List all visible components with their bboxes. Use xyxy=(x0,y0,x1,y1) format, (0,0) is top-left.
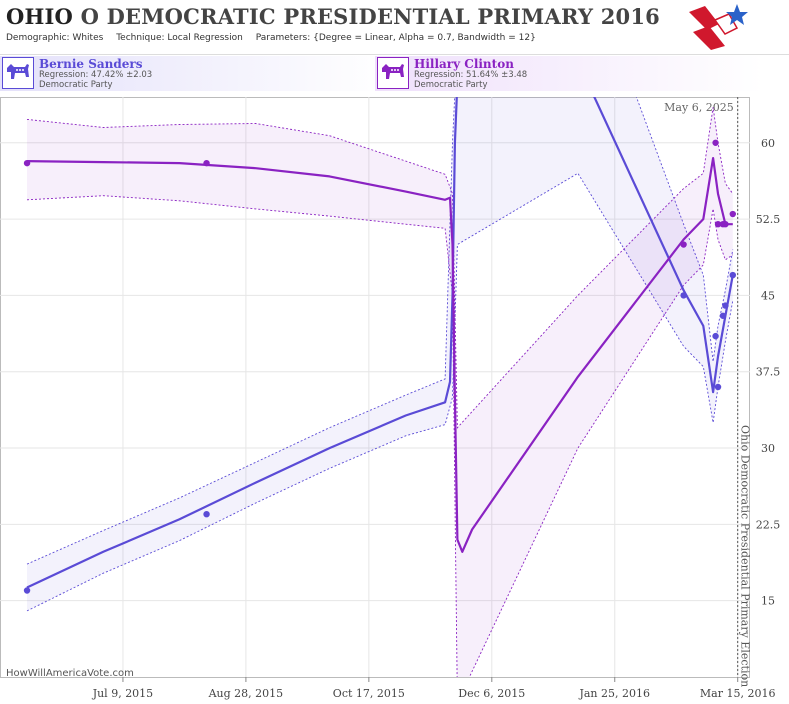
x-tick-label: Jul 9, 2015 xyxy=(92,687,154,700)
y-tick-label: 52.5 xyxy=(756,213,781,226)
y-axis: 15 22.5 30 37.5 45 52.5 60 xyxy=(756,137,781,608)
y-tick-label: 37.5 xyxy=(756,366,781,379)
x-tick-label: Aug 28, 2015 xyxy=(208,687,284,700)
poll-point-clinton xyxy=(729,210,736,218)
header-divider xyxy=(0,54,789,55)
plot-frame xyxy=(0,97,750,678)
poll-point-sanders xyxy=(203,510,210,518)
grid-lines xyxy=(0,97,750,677)
site-logo-icon xyxy=(689,4,748,50)
parameters-value: {Degree = Linear, Alpha = 0.7, Bandwidth… xyxy=(313,33,536,43)
candidate-regression: Regression: 47.42% ±2.03 xyxy=(39,70,153,80)
y-tick-label: 60 xyxy=(761,137,775,150)
x-axis: Jul 9, 2015 Aug 28, 2015 Oct 17, 2015 Dec 6… xyxy=(92,677,776,700)
y-tick-label: 22.5 xyxy=(756,518,781,531)
technique-value: Local Regression xyxy=(167,33,243,43)
title-text: O DEMOCRATIC PRESIDENTIAL PRIMARY 2016 xyxy=(80,4,660,29)
y-tick-label: 15 xyxy=(761,595,775,608)
x-tick-label: Oct 17, 2015 xyxy=(333,687,405,700)
x-tick-label: Jan 25, 2016 xyxy=(578,687,650,700)
poll-point-clinton xyxy=(203,159,210,167)
parameters-label: Parameters: xyxy=(255,33,311,43)
x-tick-label: Mar 15, 2016 xyxy=(700,687,776,700)
fit-line-clinton xyxy=(26,156,733,553)
poll-point-sanders xyxy=(714,383,722,391)
site-credit: HowWillAmericaVote.com xyxy=(6,668,134,679)
poll-point-clinton xyxy=(722,220,729,228)
x-tick-label: Dec 6, 2015 xyxy=(458,687,525,700)
fit-line-sanders xyxy=(26,97,734,589)
regression-chart: May 6, 2025 Ohio Democratic Presidential… xyxy=(0,97,781,700)
poll-point-sanders xyxy=(712,332,719,340)
y-tick-label: 45 xyxy=(761,289,775,302)
today-annotation: May 6, 2025 xyxy=(664,101,734,114)
poll-point-sanders xyxy=(719,312,727,319)
state-name: OHIO xyxy=(6,4,74,29)
data-points xyxy=(23,139,736,594)
candidate-card-clinton: Hillary Clinton Regression: 51.64% ±3.48… xyxy=(375,56,763,91)
confidence-bands xyxy=(26,97,734,677)
confidence-band-clinton xyxy=(27,107,733,677)
fit-lines xyxy=(26,97,734,589)
donkey-icon xyxy=(2,57,34,89)
poll-point-clinton xyxy=(680,241,687,248)
poll-point-clinton xyxy=(23,159,31,167)
upper-bound-sanders xyxy=(26,97,734,565)
demographic-value: Whites xyxy=(72,33,104,43)
poll-point-clinton xyxy=(712,139,719,146)
candidate-party: Democratic Party xyxy=(414,80,488,90)
poll-point-sanders xyxy=(729,271,736,279)
candidate-name: Bernie Sanders xyxy=(39,57,143,71)
parameters-line: Demographic: Whites Technique: Local Reg… xyxy=(6,33,536,43)
candidate-name: Hillary Clinton xyxy=(414,57,514,71)
candidate-regression: Regression: 51.64% ±3.48 xyxy=(414,70,528,80)
candidate-party: Democratic Party xyxy=(39,80,113,90)
y-tick-label: 30 xyxy=(761,442,775,455)
poll-point-clinton xyxy=(714,220,722,228)
technique-label: Technique: xyxy=(116,33,165,43)
page-title: OHIO O DEMOCRATIC PRESIDENTIAL PRIMARY 2… xyxy=(6,4,660,29)
candidate-card-sanders: Bernie Sanders Regression: 47.42% ±2.03 … xyxy=(0,56,388,91)
election-annotation: Ohio Democratic Presidential Primary Ele… xyxy=(739,425,752,687)
poll-point-sanders xyxy=(722,302,729,309)
lower-bound-sanders xyxy=(26,172,734,612)
poll-point-sanders xyxy=(680,292,687,299)
donkey-icon xyxy=(377,57,409,89)
demographic-label: Demographic: xyxy=(6,33,70,43)
poll-point-sanders xyxy=(23,587,31,594)
confidence-band-sanders xyxy=(27,97,733,611)
